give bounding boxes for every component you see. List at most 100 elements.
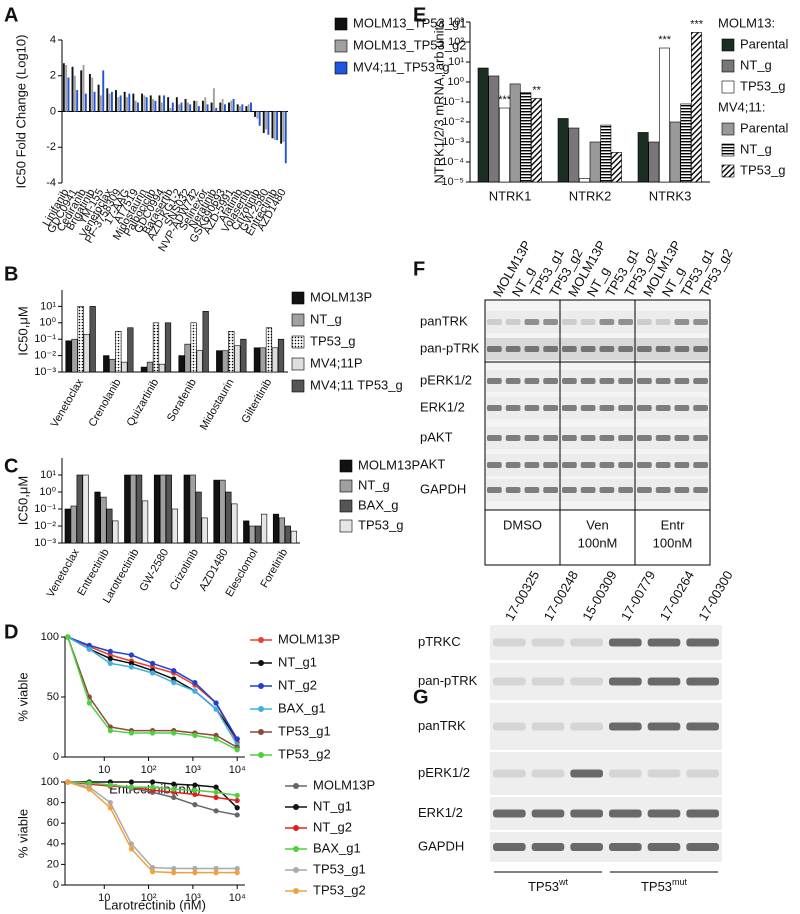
- x-tick-label: 10⁴: [229, 764, 246, 776]
- bar: [276, 111, 279, 141]
- y-tick-label: 10⁰: [39, 317, 56, 329]
- bar: [136, 474, 143, 544]
- bar: [167, 97, 170, 112]
- point: [192, 870, 198, 876]
- band: [493, 722, 526, 731]
- lane-label: 17-00300: [695, 568, 735, 623]
- blot-strip: [490, 625, 722, 660]
- bar: [272, 513, 280, 544]
- legend-swatch: [334, 61, 348, 75]
- bar: [212, 88, 215, 112]
- bar: [265, 111, 268, 130]
- x-tick-label: NTRK3: [649, 188, 692, 203]
- y-tick-label: 10⁻¹: [34, 333, 56, 345]
- band: [531, 809, 565, 818]
- bar: [70, 505, 77, 544]
- band: [686, 809, 719, 818]
- band: [609, 638, 642, 647]
- bar: [256, 111, 259, 119]
- legend-label: NT_g: [310, 311, 342, 326]
- band: [637, 435, 652, 441]
- bar: [243, 520, 250, 544]
- bar: [206, 104, 209, 112]
- bar: [216, 350, 223, 373]
- band: [609, 809, 642, 818]
- bar: [568, 127, 580, 183]
- band: [580, 487, 596, 493]
- bar: [106, 508, 113, 544]
- bar: [600, 124, 612, 183]
- bar: [280, 111, 283, 144]
- bar: [134, 100, 137, 112]
- band: [524, 405, 540, 411]
- point: [149, 670, 156, 676]
- band: [487, 462, 502, 468]
- band: [524, 435, 540, 441]
- bar: [258, 111, 261, 126]
- y-tick-label: 2: [50, 70, 56, 82]
- y-tick-label: 10⁻¹: [442, 96, 464, 108]
- bar: [499, 107, 510, 183]
- legend-marker: [258, 637, 264, 643]
- bar: [171, 102, 174, 112]
- group-sup: mut: [672, 877, 688, 887]
- legend-label: NT_g: [358, 477, 390, 492]
- bar: [117, 97, 120, 112]
- x-tick-label: AZD1480: [197, 547, 231, 593]
- band: [637, 378, 652, 384]
- band: [493, 638, 526, 647]
- bar: [648, 141, 660, 183]
- row-label: ERK1/2: [418, 805, 463, 820]
- bar: [219, 479, 226, 544]
- legend-label: MOLM13P: [278, 631, 340, 646]
- y-tick-label: 60: [47, 817, 59, 829]
- bar: [149, 95, 152, 112]
- bar: [557, 118, 569, 183]
- band: [609, 843, 642, 851]
- bar: [277, 338, 285, 373]
- bar: [488, 75, 500, 183]
- bar: [290, 530, 297, 544]
- point: [128, 664, 135, 670]
- bar: [152, 98, 155, 112]
- point: [171, 786, 177, 792]
- point: [213, 784, 219, 790]
- legend-label: TP53_g: [740, 78, 786, 93]
- bar: [253, 347, 261, 373]
- point: [149, 784, 156, 790]
- bar: [249, 525, 256, 544]
- band: [524, 346, 540, 352]
- band: [647, 843, 681, 851]
- legend-swatch: [721, 38, 735, 52]
- legend-marker: [258, 729, 264, 735]
- band: [686, 638, 719, 647]
- bar: [219, 102, 222, 112]
- band: [599, 487, 615, 493]
- band: [674, 405, 690, 411]
- point: [213, 700, 219, 706]
- band: [543, 319, 558, 325]
- x-tick-label: 10: [98, 892, 110, 904]
- bar: [247, 104, 250, 112]
- y-tick-label: 50: [47, 691, 59, 703]
- band: [674, 435, 690, 441]
- legend-swatch: [339, 459, 353, 473]
- row-strip: [486, 370, 709, 392]
- band: [637, 487, 652, 493]
- band: [562, 462, 577, 468]
- bar: [659, 47, 670, 183]
- bar: [202, 311, 209, 373]
- bar: [115, 90, 117, 112]
- band: [487, 487, 502, 493]
- series-line: [67, 636, 238, 743]
- legend-label: TP53_g: [358, 517, 404, 532]
- band: [505, 435, 521, 441]
- y-tick-label: 10⁻³: [34, 366, 56, 378]
- point: [107, 728, 113, 734]
- y-tick-label: 10³: [448, 16, 464, 28]
- point: [213, 808, 219, 814]
- treatment-label: 100nM: [653, 535, 693, 550]
- legend-group: MOLM13:: [718, 15, 775, 30]
- x-tick-label: 10³: [185, 892, 201, 904]
